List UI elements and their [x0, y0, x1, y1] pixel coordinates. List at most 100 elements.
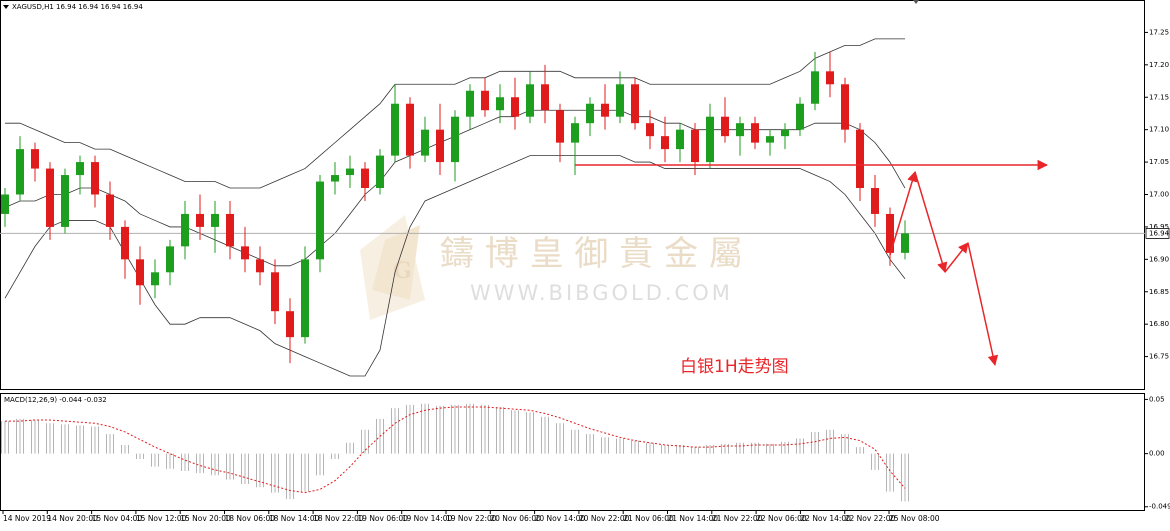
candle-body — [826, 71, 834, 85]
candle-body — [571, 123, 579, 143]
candle-body — [721, 116, 729, 137]
x-tick-label: 21 Nov 06:00 — [623, 514, 674, 523]
candle-body — [46, 168, 54, 227]
x-tick-label: 15 Nov 20:00 — [180, 514, 231, 523]
symbol-icon — [3, 5, 9, 9]
candle-body — [871, 188, 879, 214]
symbol-header: XAGUSD,H1 16.94 16.94 16.94 16.94 — [12, 3, 143, 11]
candle-body — [331, 175, 339, 182]
forecast-arrow — [944, 242, 969, 273]
candle-body — [691, 129, 699, 163]
candle-body — [736, 123, 744, 137]
x-tick-label: 20 Nov 14:00 — [535, 514, 586, 523]
x-tick-label: 15 Nov 04:00 — [92, 514, 143, 523]
y-tick-label: 16.75 — [1149, 353, 1169, 361]
candle-body — [451, 116, 459, 163]
candle-body — [271, 272, 279, 312]
candle-body — [376, 155, 384, 189]
candle-body — [781, 129, 789, 137]
candle-body — [316, 181, 324, 260]
candle-body — [481, 90, 489, 111]
y-tick-label: 16.85 — [1149, 288, 1169, 296]
candle-body — [751, 123, 759, 143]
candle-body — [586, 103, 594, 124]
bollinger-band — [4, 155, 906, 377]
forecast-arrow — [914, 171, 948, 274]
candle-body — [241, 246, 249, 260]
price-tag-box — [1145, 227, 1170, 239]
x-tick-label: 22 Nov 22:00 — [845, 514, 896, 523]
price-tag: 16.94 — [1149, 229, 1170, 237]
candle-body — [406, 103, 414, 156]
candle-body — [766, 136, 774, 143]
x-tick-label: 15 Nov 12:00 — [136, 514, 187, 523]
candle-body — [361, 168, 369, 189]
candle-body — [91, 162, 99, 195]
x-tick-label: 18 Nov 14:00 — [269, 514, 320, 523]
macd-panel — [0, 393, 1145, 511]
x-tick-label: 21 Nov 22:00 — [712, 514, 763, 523]
y-tick-label: 17.05 — [1149, 158, 1169, 166]
y-tick-label: 17.20 — [1149, 61, 1169, 69]
candle-body — [631, 84, 639, 124]
candle-body — [646, 123, 654, 137]
x-tick-label: 25 Nov 08:00 — [889, 514, 940, 523]
candle-body — [121, 226, 129, 260]
candle-body — [286, 311, 294, 338]
watermark-url: WWW.BIBGOLD.COM — [470, 281, 733, 305]
x-tick-label: 14 Nov 20:00 — [47, 514, 98, 523]
candle-body — [211, 213, 219, 227]
watermark-logo: G — [360, 215, 425, 320]
main-panel — [0, 0, 1145, 390]
y-tick-label: 0.00 — [1149, 450, 1165, 458]
candle-body — [496, 97, 504, 111]
x-tick-label: 22 Nov 14:00 — [800, 514, 851, 523]
candle-body — [901, 233, 909, 253]
x-tick-label: 20 Nov 22:00 — [579, 514, 630, 523]
candle-body — [181, 213, 189, 247]
macd-header: MACD(12,26,9) -0.044 -0.032 — [4, 396, 107, 404]
candle-body — [256, 259, 264, 273]
y-tick-label: 17.15 — [1149, 93, 1169, 101]
candle-body — [391, 103, 399, 156]
candle-body — [556, 110, 564, 143]
candle-body — [421, 129, 429, 156]
candle-body — [196, 213, 204, 227]
candle-body — [1, 194, 9, 214]
candle-body — [16, 149, 24, 195]
candle-body — [436, 129, 444, 163]
candle-body — [526, 84, 534, 117]
y-tick-label: 17.00 — [1149, 191, 1169, 199]
x-tick-label: 21 Nov 14:00 — [668, 514, 719, 523]
candle-body — [511, 97, 519, 117]
candle-body — [811, 71, 819, 104]
x-tick-label: 19 Nov 14:00 — [402, 514, 453, 523]
candle-body — [151, 272, 159, 286]
watermark-text: 鑄 博 皇 御 貴 金 屬 — [440, 234, 743, 274]
candle-body — [166, 246, 174, 273]
candle-body — [616, 84, 624, 117]
candle-body — [76, 162, 84, 176]
bollinger-band — [5, 38, 905, 189]
y-tick-label: 16.80 — [1149, 320, 1169, 328]
plot-layer: 16.75 16.80 16.85 16.90 16.95 17.00 17.05 17.10… — [0, 28, 1170, 511]
candle-body — [676, 129, 684, 150]
candle-body — [106, 194, 114, 227]
x-tick-label: 14 Nov 2019 — [3, 514, 51, 523]
candle-body — [886, 213, 894, 253]
candle-body — [661, 136, 669, 150]
macd-signal — [5, 406, 906, 494]
x-tick-label: 19 Nov 06:00 — [357, 514, 408, 523]
y-tick-label: 17.10 — [1149, 126, 1169, 134]
candle-body — [601, 103, 609, 117]
annotation: 白银1H走势图 — [680, 357, 789, 377]
x-tick-label: 20 Nov 06:00 — [490, 514, 541, 523]
candle-body — [856, 129, 864, 189]
x-tick-label: 19 Nov 22:00 — [446, 514, 497, 523]
candle-body — [841, 84, 849, 130]
candle-body — [466, 90, 474, 117]
candle-body — [796, 103, 804, 130]
x-tick-label: 18 Nov 06:00 — [225, 514, 276, 523]
